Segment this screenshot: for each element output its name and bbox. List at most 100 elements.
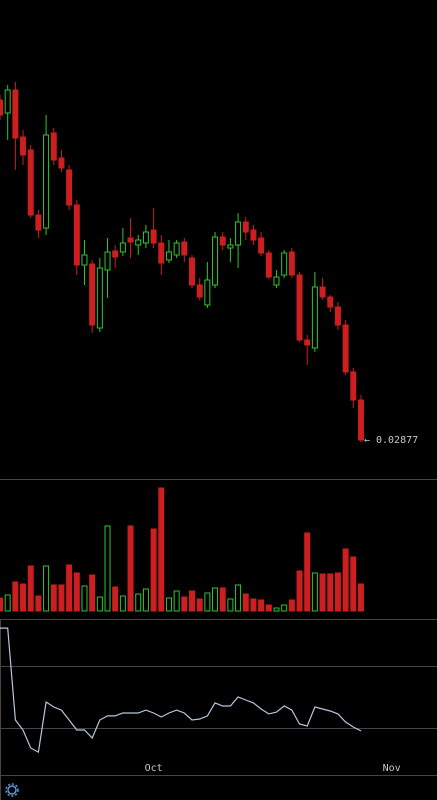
volume-bar	[112, 586, 119, 612]
candle-body	[135, 239, 142, 246]
volume-bar	[119, 595, 126, 612]
volume-bar	[204, 592, 211, 612]
candle-body	[258, 237, 265, 254]
candle-body	[219, 236, 226, 246]
volume-bar	[342, 548, 349, 612]
volume-bar	[196, 598, 203, 612]
candle-body	[334, 306, 341, 326]
volume-bar	[212, 587, 219, 612]
candle-body	[296, 274, 303, 341]
candle-body	[142, 231, 149, 244]
candle-body	[173, 242, 180, 256]
volume-bar	[173, 590, 180, 612]
candle-body	[227, 244, 234, 249]
volume-bar	[250, 598, 257, 612]
volume-bar	[104, 525, 111, 612]
volume-bar	[219, 587, 226, 612]
volume-bar	[311, 572, 318, 612]
candle-body	[273, 276, 280, 286]
candle-body	[189, 257, 196, 286]
candle-body	[104, 251, 111, 271]
candle-body	[158, 242, 165, 264]
candle-body	[81, 254, 88, 266]
volume-bar	[81, 585, 88, 612]
volume-bar	[66, 564, 73, 612]
candle-body	[127, 237, 134, 243]
volume-bar	[73, 572, 80, 612]
candle-body	[43, 134, 50, 229]
candle-body	[242, 221, 249, 233]
volume-bar	[150, 528, 157, 612]
candle-body	[181, 241, 188, 256]
candle-body	[165, 251, 172, 261]
x-tick-label: Oct	[145, 763, 163, 774]
candle-body	[66, 169, 73, 206]
candle-body	[4, 89, 11, 114]
volume-bar	[319, 573, 326, 612]
candle-body	[119, 242, 126, 253]
volume-bar	[350, 556, 357, 612]
volume-bar	[142, 588, 149, 612]
volume-bar	[20, 583, 27, 612]
volume-bar	[189, 590, 196, 612]
volume-bar	[242, 593, 249, 612]
candle-body	[311, 286, 318, 349]
candle-body	[288, 251, 295, 276]
volume-bar	[158, 487, 165, 612]
volume-bar	[4, 594, 11, 612]
volume-bar	[273, 607, 280, 612]
gear-ring[interactable]	[7, 785, 17, 795]
candle-body	[73, 204, 80, 266]
volume-bar	[281, 604, 288, 612]
candle-body	[89, 263, 96, 326]
indicator-line	[0, 627, 362, 754]
candle-body	[281, 252, 288, 276]
volume-bar	[58, 584, 65, 612]
candle-body	[235, 221, 242, 246]
candle-body	[357, 399, 364, 441]
settings-icon[interactable]	[5, 783, 19, 797]
candle-body	[265, 252, 272, 278]
volume-bar	[288, 599, 295, 612]
volume-bar	[357, 583, 364, 612]
volume-bar	[165, 597, 172, 612]
volume-bar	[27, 565, 34, 612]
candle-body	[350, 371, 357, 401]
candle-body	[96, 267, 103, 329]
candle-body	[327, 296, 334, 308]
volume-bar	[135, 593, 142, 612]
candle-body	[0, 99, 3, 116]
candle-body	[150, 229, 157, 244]
candle-body	[212, 236, 219, 286]
candle-body	[27, 149, 34, 216]
volume-bar	[304, 532, 311, 612]
candle-body	[319, 286, 326, 298]
candle-body	[342, 324, 349, 373]
volume-bar	[296, 570, 303, 612]
candle-body	[35, 214, 42, 231]
volume-bar	[181, 596, 188, 612]
x-tick-label: Nov	[383, 763, 401, 774]
volume-bar	[265, 604, 272, 612]
volume-bar	[43, 565, 50, 612]
candle-body	[12, 89, 19, 139]
volume-bar	[127, 525, 134, 612]
volume-bar	[89, 574, 96, 612]
volume-bar	[334, 572, 341, 612]
candle-body	[250, 229, 257, 241]
gear-teeth[interactable]	[5, 783, 19, 797]
candle-body	[204, 279, 211, 306]
candle-body	[20, 136, 27, 156]
volume-bar	[96, 596, 103, 612]
volume-bar	[0, 597, 3, 612]
candle-body	[304, 339, 311, 346]
volume-bar	[50, 584, 57, 612]
volume-bar	[227, 598, 234, 612]
candle-body	[50, 132, 57, 161]
candle-body	[112, 250, 119, 258]
last-price-label: ← 0.02877	[364, 435, 418, 446]
candle-body	[58, 157, 65, 169]
